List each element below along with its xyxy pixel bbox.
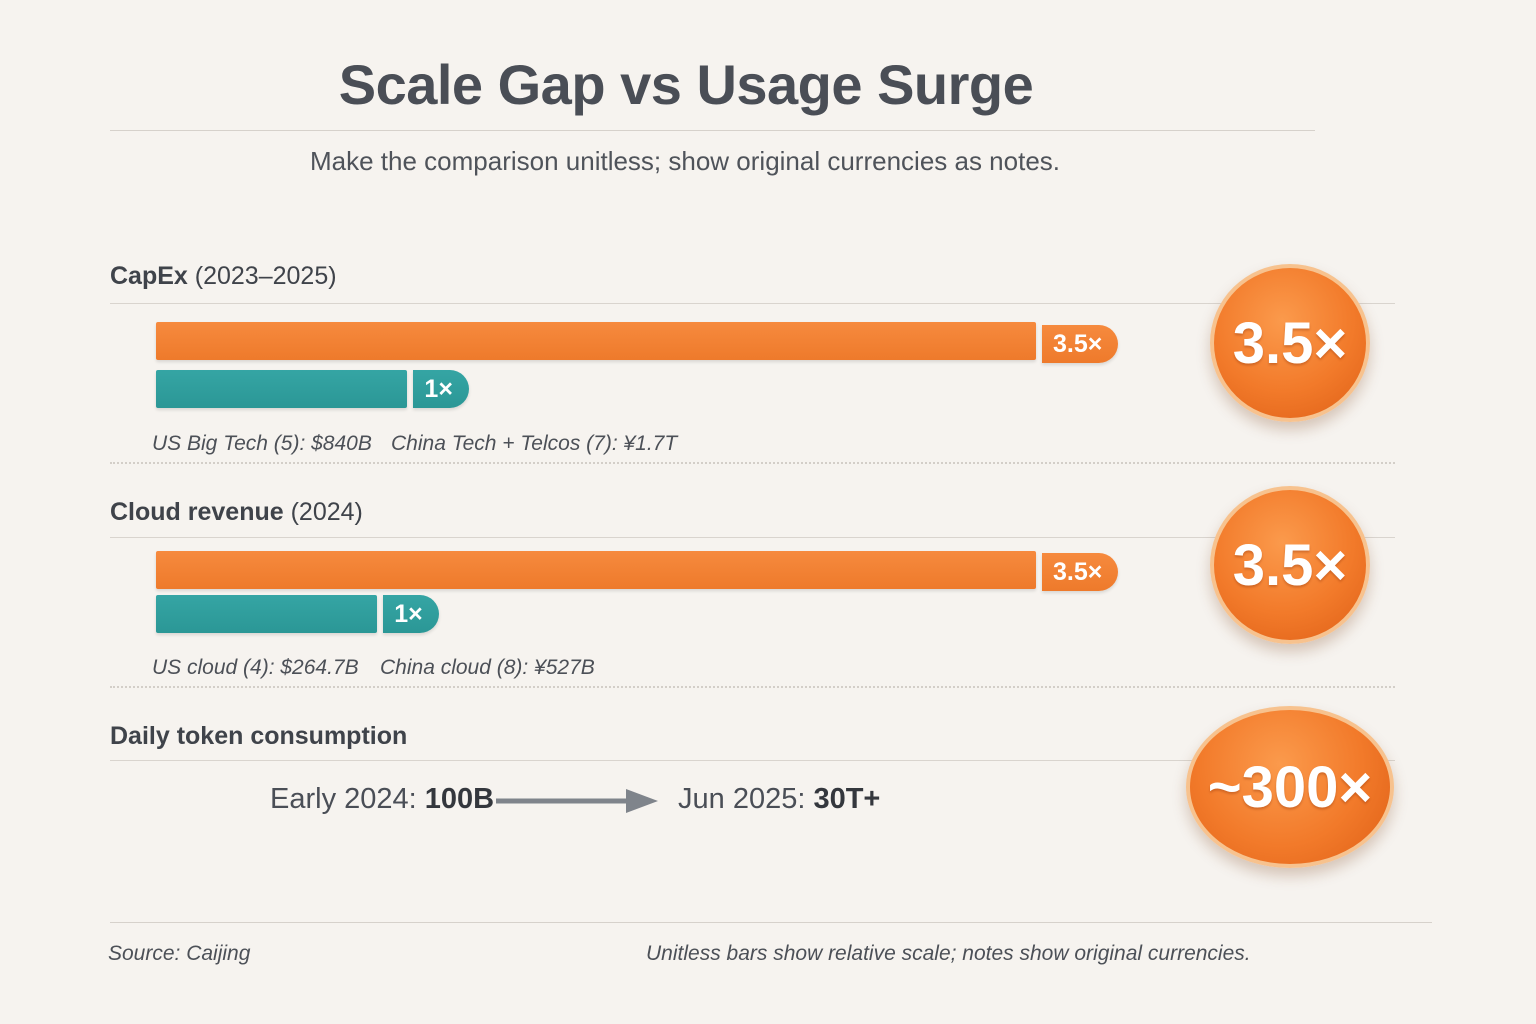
page-title: Scale Gap vs Usage Surge <box>338 53 1034 116</box>
capex-bar-china <box>156 322 1036 360</box>
token-title: Daily token consumption <box>110 722 408 750</box>
cloud-bar-china <box>156 551 1036 589</box>
footer-divider <box>110 922 1432 923</box>
arrow-right-icon <box>496 789 658 813</box>
cloud-divider <box>110 537 1395 538</box>
token-from-value: 100B <box>424 783 495 815</box>
cloud-title-suffix: (2024) <box>290 498 363 526</box>
cloud-ratio-badge: 3.5× <box>1210 486 1370 644</box>
cloud-title: Cloud revenue <box>110 498 284 526</box>
token-divider <box>110 760 1395 761</box>
token-section-label: Daily token consumption <box>110 722 407 751</box>
capex-note-china: China Tech + Telcos (7): ¥1.7T <box>391 432 678 455</box>
cloud-bar-us <box>156 595 378 633</box>
cloud-section-label: Cloud revenue (2024) <box>110 498 363 527</box>
token-from-label: Early 2024: <box>270 783 417 815</box>
capex-dotted-divider <box>110 462 1395 464</box>
footer-source: Source: Caijing <box>108 942 251 965</box>
token-to-value: 30T+ <box>813 783 881 815</box>
capex-divider <box>110 303 1395 304</box>
title-divider <box>110 130 1315 131</box>
footer-note: Unitless bars show relative scale; notes… <box>646 942 1251 965</box>
cloud-note-china: China cloud (8): ¥527B <box>380 656 595 679</box>
capex-note-us: US Big Tech (5): $840B <box>152 432 372 455</box>
cloud-bar-china-label: 3.5× <box>1042 553 1119 591</box>
cloud-bar-us-label: 1× <box>383 595 439 633</box>
token-to: Jun 2025: 30T+ <box>678 783 880 816</box>
token-from: Early 2024: 100B <box>270 783 494 816</box>
cloud-dotted-divider <box>110 686 1395 688</box>
capex-ratio-badge: 3.5× <box>1210 264 1370 422</box>
cloud-note-us: US cloud (4): $264.7B <box>152 656 359 679</box>
capex-bar-china-label: 3.5× <box>1042 325 1119 363</box>
token-to-label: Jun 2025: <box>678 783 806 815</box>
capex-title: CapEx <box>110 262 188 290</box>
capex-bar-us <box>156 370 408 408</box>
page-subtitle: Make the comparison unitless; show origi… <box>309 146 1061 176</box>
token-ratio-badge: ~300× <box>1186 706 1394 868</box>
capex-title-suffix: (2023–2025) <box>194 262 337 290</box>
capex-bar-us-label: 1× <box>413 370 469 408</box>
capex-section-label: CapEx (2023–2025) <box>110 262 337 291</box>
